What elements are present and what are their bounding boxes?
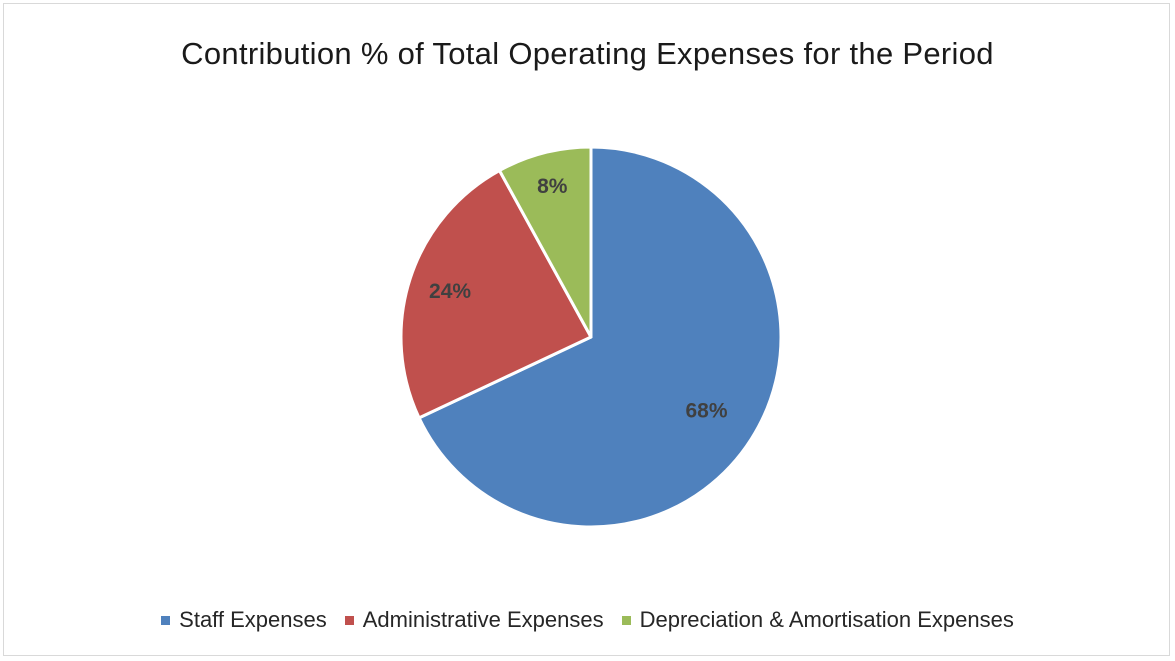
legend-swatch-administrative bbox=[344, 615, 354, 625]
chart-frame: Contribution % of Total Operating Expens… bbox=[3, 3, 1170, 656]
legend-swatch-depreciation bbox=[621, 615, 631, 625]
data-label-staff: 68% bbox=[685, 399, 727, 422]
chart-title: Contribution % of Total Operating Expens… bbox=[181, 36, 994, 71]
data-label-depreciation: 8% bbox=[537, 175, 568, 198]
pie-chart: 68% 24% 8% bbox=[399, 145, 783, 529]
legend-item-administrative: Administrative Expenses bbox=[344, 607, 604, 633]
pie-slice-administrative bbox=[399, 169, 593, 420]
legend: Staff Expenses Administrative Expenses D… bbox=[4, 607, 1171, 633]
pie-slice-depreciation bbox=[497, 145, 593, 339]
legend-item-staff: Staff Expenses bbox=[161, 607, 327, 633]
legend-item-depreciation: Depreciation & Amortisation Expenses bbox=[621, 607, 1014, 633]
legend-label-depreciation: Depreciation & Amortisation Expenses bbox=[639, 607, 1014, 632]
legend-label-administrative: Administrative Expenses bbox=[362, 607, 604, 632]
legend-label-staff: Staff Expenses bbox=[179, 607, 327, 632]
data-label-administrative: 24% bbox=[429, 280, 471, 303]
legend-swatch-staff bbox=[161, 615, 171, 625]
pie-slice-staff bbox=[417, 145, 783, 529]
